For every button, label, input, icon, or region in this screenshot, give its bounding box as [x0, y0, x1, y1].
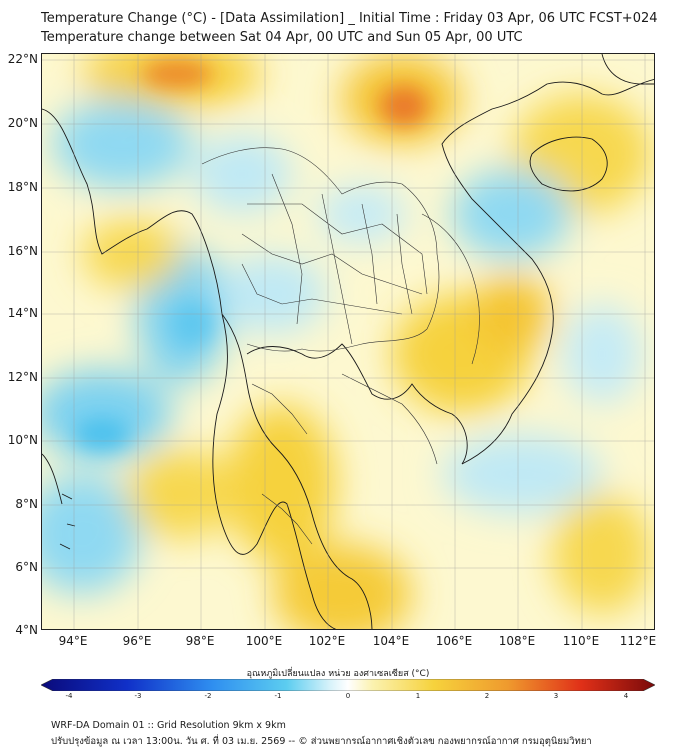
- lon-label: 98°E: [185, 634, 215, 648]
- colorbar-tick: 1: [415, 692, 421, 700]
- coastlines: [42, 54, 654, 629]
- colorbar-tick: -3: [134, 692, 142, 700]
- map-subtitle: Temperature change between Sat 04 Apr, 0…: [41, 30, 523, 45]
- lat-label: 6°N: [15, 560, 38, 574]
- colorbar-tick: -4: [65, 692, 73, 700]
- footer-update-info: ปรับปรุงข้อมูล ณ เวลา 13:00น. วัน ศ. ที่…: [51, 736, 592, 747]
- lon-label: 94°E: [58, 634, 88, 648]
- footer-model-info: WRF-DA Domain 01 :: Grid Resolution 9km …: [51, 720, 286, 731]
- lat-label: 20°N: [7, 116, 38, 130]
- colorbar-tick: 2: [484, 692, 490, 700]
- colorbar-tick: -1: [274, 692, 282, 700]
- colorbar-tick: 4: [623, 692, 629, 700]
- map-svg: [42, 54, 654, 629]
- colorbar-title: อุณหภูมิเปลี่ยนแปลง หน่วย องศาเซลเซียส (…: [246, 669, 430, 679]
- lon-label: 108°E: [498, 634, 536, 648]
- colorbar-tick: 3: [553, 692, 559, 700]
- lat-label: 10°N: [7, 433, 38, 447]
- lat-label: 22°N: [7, 52, 38, 66]
- map-title: Temperature Change (°C) - [Data Assimila…: [41, 11, 658, 26]
- lon-label: 96°E: [122, 634, 152, 648]
- lon-label: 102°E: [308, 634, 346, 648]
- colorbar-bar: [41, 679, 655, 691]
- lon-label: 110°E: [562, 634, 600, 648]
- lat-label: 14°N: [7, 306, 38, 320]
- grid-lines: [42, 54, 654, 629]
- lon-label: 112°E: [619, 634, 657, 648]
- lon-label: 104°E: [372, 634, 410, 648]
- lat-label: 4°N: [15, 623, 38, 637]
- lat-label: 18°N: [7, 180, 38, 194]
- lon-label: 106°E: [435, 634, 473, 648]
- temperature-change-map: [41, 53, 655, 630]
- lat-label: 8°N: [15, 497, 38, 511]
- lat-label: 12°N: [7, 370, 38, 384]
- temperature-field: [42, 54, 652, 629]
- colorbar-tick: 0: [345, 692, 351, 700]
- lon-label: 100°E: [245, 634, 283, 648]
- colorbar: [41, 679, 655, 691]
- lat-label: 16°N: [7, 244, 38, 258]
- colorbar-tick: -2: [204, 692, 212, 700]
- admin-boundaries: [201, 147, 480, 545]
